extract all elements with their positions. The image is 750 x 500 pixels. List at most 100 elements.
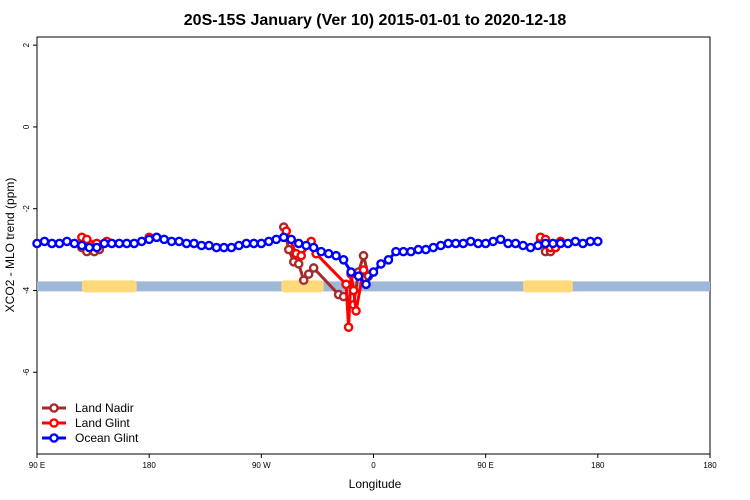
data-point — [443, 238, 454, 249]
x-tick-label-3: 0 — [371, 461, 376, 470]
data-point — [353, 271, 364, 281]
data-point — [341, 279, 351, 290]
data-point — [136, 236, 147, 247]
data-point — [303, 269, 314, 279]
data-point — [39, 236, 50, 247]
x-axis-label: Longitude — [349, 477, 402, 491]
data-point — [323, 248, 334, 259]
data-point — [286, 234, 297, 245]
data-point — [473, 238, 483, 249]
land-band-0 — [81, 280, 137, 293]
data-point — [92, 242, 102, 253]
data-point — [226, 242, 237, 253]
data-point — [525, 242, 536, 253]
y-axis-label: XCO2 - MLO trend (ppm) — [3, 178, 17, 313]
legend-label-1: Land Glint — [75, 416, 130, 430]
data-point — [428, 242, 439, 253]
data-point — [488, 236, 498, 247]
data-point — [293, 238, 304, 249]
data-point — [211, 242, 222, 253]
data-point — [540, 238, 551, 249]
data-point — [593, 236, 603, 247]
data-point — [331, 250, 341, 261]
data-point — [301, 240, 312, 251]
data-point — [54, 238, 65, 249]
data-point — [368, 267, 379, 277]
land-band-2 — [523, 280, 573, 293]
data-point — [283, 244, 294, 255]
legend-marker-0 — [49, 403, 59, 413]
data-point — [166, 236, 177, 247]
data-point — [62, 236, 72, 247]
data-point — [495, 234, 506, 245]
y-axis: 2 0 -2 -4 -6 — [22, 42, 37, 376]
ocean-band — [37, 281, 710, 292]
data-point — [316, 246, 326, 257]
y-tick-label-1: 0 — [22, 124, 31, 129]
data-point — [234, 240, 244, 251]
data-point — [196, 240, 207, 251]
series-segment — [312, 266, 340, 296]
data-point — [361, 279, 371, 290]
series-layer — [32, 222, 603, 333]
data-point — [358, 250, 369, 261]
data-point — [204, 240, 214, 251]
data-point — [77, 240, 87, 251]
data-point — [533, 240, 543, 251]
data-point — [308, 263, 319, 273]
y-tick-label-4: -6 — [22, 368, 31, 376]
data-point — [69, 238, 80, 249]
legend-label-0: Land Nadir — [75, 401, 134, 415]
data-point — [398, 246, 409, 257]
data-point — [343, 322, 354, 333]
data-point — [47, 238, 57, 249]
legend-marker-2 — [49, 433, 59, 443]
land-band-1 — [281, 280, 324, 293]
data-point — [106, 238, 117, 249]
data-point — [563, 238, 573, 249]
data-point — [82, 234, 92, 245]
data-point — [338, 255, 349, 265]
data-point — [570, 236, 581, 247]
series-ocean-glint — [32, 232, 603, 290]
data-point — [32, 238, 42, 249]
data-point — [346, 267, 356, 277]
x-tick-label-2: 90 W — [252, 461, 271, 470]
data-point — [383, 255, 394, 265]
data-point — [348, 285, 359, 296]
chart-title: 20S-15S January (Ver 10) 2015-01-01 to 2… — [184, 12, 567, 29]
data-point — [308, 242, 319, 253]
x-tick-label-end: 180 — [703, 461, 717, 470]
data-point — [114, 238, 125, 249]
data-point — [413, 244, 424, 255]
data-point — [351, 306, 361, 316]
x-tick-label-5: 180 — [591, 461, 605, 470]
x-tick-label-1: 180 — [142, 461, 156, 470]
data-point — [174, 236, 184, 247]
data-point — [510, 238, 521, 249]
data-point — [144, 234, 154, 245]
data-point — [358, 265, 369, 275]
data-point — [181, 238, 192, 249]
data-point — [256, 238, 267, 249]
x-tick-label-0: 90 E — [29, 461, 45, 470]
data-point — [578, 238, 588, 249]
data-point — [264, 236, 274, 247]
y-tick-label-3: -4 — [22, 286, 31, 294]
data-point — [278, 232, 289, 243]
data-point — [480, 238, 491, 249]
data-point — [298, 275, 309, 286]
data-point — [450, 238, 461, 249]
data-point — [249, 238, 259, 249]
y-tick-label-2: -2 — [22, 205, 31, 213]
data-point — [189, 238, 199, 249]
data-point — [585, 236, 596, 247]
data-point — [84, 242, 95, 253]
series-segment — [315, 252, 348, 286]
data-point — [555, 238, 566, 249]
data-point — [465, 236, 476, 247]
data-point — [241, 238, 252, 249]
data-point — [121, 238, 132, 249]
